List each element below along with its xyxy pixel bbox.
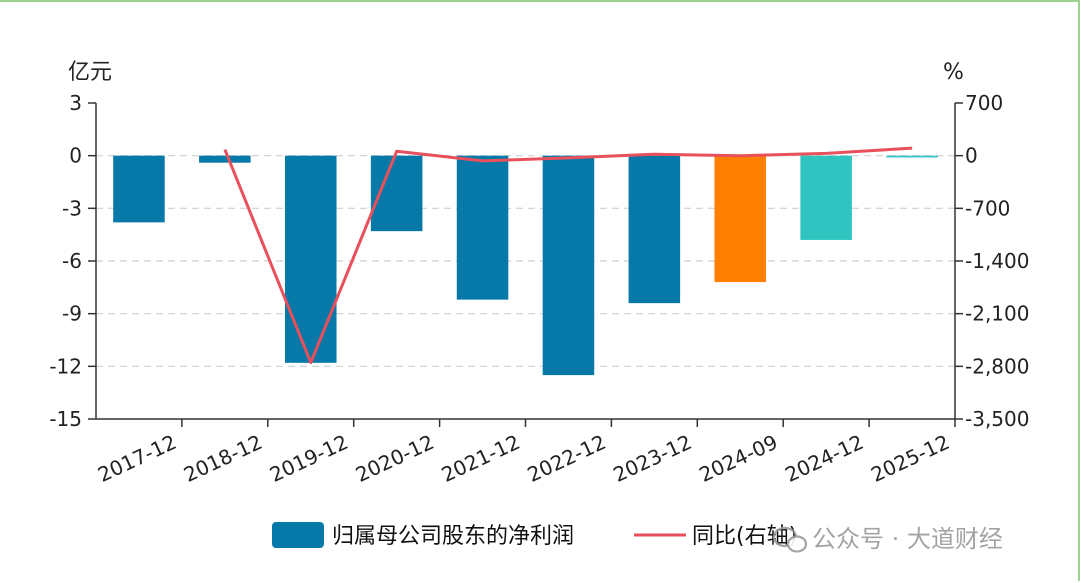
legend-bar-swatch	[272, 522, 324, 548]
x-tick-label: 2021-12	[438, 430, 524, 487]
left-axis-unit: 亿元	[68, 60, 112, 85]
right-tick-label: -2,800	[965, 354, 1029, 378]
right-tick-label: -1,400	[965, 249, 1029, 273]
x-tick-label: 2024-12	[781, 430, 867, 487]
x-tick-label: 2018-12	[180, 430, 266, 487]
bar-2024-09	[714, 155, 767, 283]
x-tick-label: 2024-09	[695, 430, 781, 487]
legend: 归属母公司股东的净利润 同比(右轴)	[272, 522, 797, 549]
bar-2025-12	[886, 155, 938, 158]
left-tick-label: -6	[62, 249, 82, 273]
wechat-icon	[772, 526, 808, 553]
left-tick-label: -3	[62, 196, 82, 220]
bar-2021-12	[456, 155, 509, 300]
right-tick-label: -3,500	[965, 407, 1029, 431]
watermark: 公众号 · 大道财经	[772, 525, 1003, 553]
legend-bar-label: 归属母公司股东的净利润	[332, 524, 574, 549]
left-tick-label: -12	[49, 354, 82, 378]
left-tick-label: 0	[69, 144, 82, 168]
bar-2017-12	[113, 155, 165, 223]
watermark-text: 公众号 · 大道财经	[812, 525, 1003, 553]
x-tick-label: 2020-12	[352, 430, 438, 487]
right-tick-label: 0	[965, 144, 978, 168]
bar-2018-12	[199, 155, 251, 163]
x-tick-label: 2025-12	[867, 430, 953, 487]
right-axis-unit: %	[943, 60, 964, 85]
x-tick-label: 2022-12	[524, 430, 610, 487]
left-tick-label: -9	[62, 302, 82, 326]
bar-2023-12	[628, 155, 681, 304]
x-tick-label: 2023-12	[610, 430, 696, 487]
x-tick-label: 2019-12	[266, 430, 352, 487]
yoy-line-path	[223, 146, 913, 365]
left-tick-label: -15	[49, 407, 82, 431]
bars	[113, 155, 938, 376]
right-tick-label: -700	[965, 196, 1010, 220]
yoy-line	[223, 146, 913, 365]
bar-2019-12	[284, 155, 337, 363]
right-tick-label: 700	[965, 91, 1003, 115]
bar-2022-12	[542, 155, 595, 376]
right-tick-label: -2,100	[965, 302, 1029, 326]
x-tick-label: 2017-12	[94, 430, 180, 487]
bar-2024-12	[800, 155, 852, 240]
left-tick-label: 3	[69, 91, 82, 115]
